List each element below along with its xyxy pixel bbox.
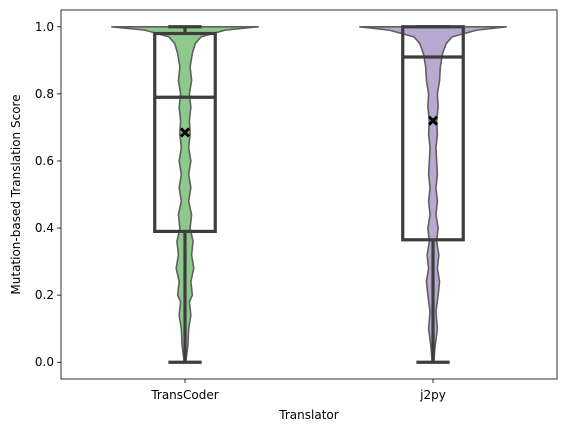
mean-marker	[427, 115, 439, 126]
violin-body	[111, 25, 259, 364]
y-axis: 0.0 0.2 0.4 0.6 0.8 1.0	[35, 20, 61, 369]
y-tick-label: 1.0	[35, 20, 54, 34]
y-axis-label: Mutation-based Translation Score	[9, 94, 23, 294]
plot-frame	[60, 9, 558, 380]
y-tick-label: 0.2	[35, 288, 54, 302]
x-axis: TransCoder j2py	[150, 379, 446, 402]
iqr-box	[401, 25, 465, 242]
x-tick-label: j2py	[419, 388, 446, 402]
x-tick-label: TransCoder	[150, 388, 218, 402]
iqr-box	[153, 31, 217, 234]
mean-marker	[179, 127, 191, 138]
y-tick-label: 0.4	[35, 221, 54, 235]
y-tick-label: 0.6	[35, 154, 54, 168]
x-axis-label: Translator	[278, 408, 338, 422]
y-tick-label: 0.0	[35, 355, 54, 369]
violin-body	[359, 25, 507, 364]
y-tick-label: 0.8	[35, 87, 54, 101]
plot-layer	[111, 25, 507, 364]
